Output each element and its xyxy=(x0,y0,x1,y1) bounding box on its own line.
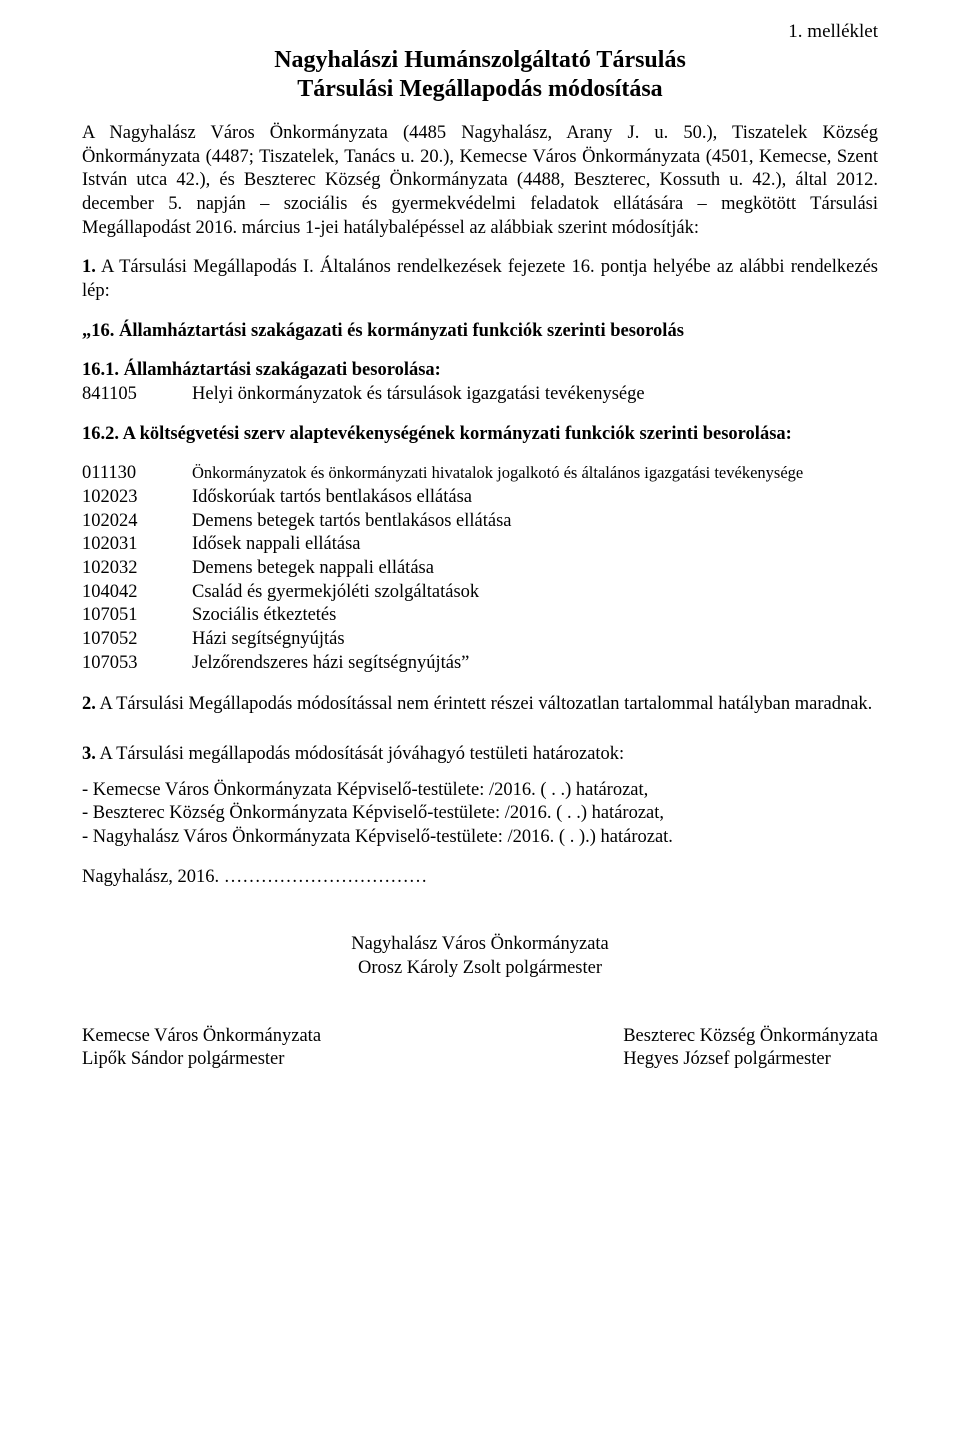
signature-left: Kemecse Város Önkormányzata Lipők Sándor… xyxy=(82,1025,321,1072)
signature-main-name: Orosz Károly Zsolt polgármester xyxy=(82,957,878,981)
section-16-1-heading: 16.1. Államháztartási szakágazati besoro… xyxy=(82,359,878,383)
section-16-1-row: 841105 Helyi önkormányzatok és társuláso… xyxy=(82,383,878,407)
signature-right-name: Hegyes József polgármester xyxy=(623,1048,878,1072)
paragraph-2-number: 2. xyxy=(82,694,96,714)
table-row-desc: Család és gyermekjóléti szolgáltatások xyxy=(192,581,479,605)
table-row-desc: Jelzőrendszeres házi segítségnyújtás” xyxy=(192,652,469,676)
table-row-code: 102032 xyxy=(82,557,192,581)
paragraph-1: 1. A Társulási Megállapodás I. Általános… xyxy=(82,256,878,303)
paragraph-1-text: A Társulási Megállapodás I. Általános re… xyxy=(82,257,878,301)
table-row-desc: Demens betegek nappali ellátása xyxy=(192,557,434,581)
signature-main-org: Nagyhalász Város Önkormányzata xyxy=(82,933,878,957)
decisions-list: - Kemecse Város Önkormányzata Képviselő-… xyxy=(82,779,878,850)
table-row: 102023Időskorúak tartós bentlakásos ellá… xyxy=(82,486,878,510)
signature-main: Nagyhalász Város Önkormányzata Orosz Kár… xyxy=(82,933,878,980)
signature-left-name: Lipők Sándor polgármester xyxy=(82,1048,321,1072)
table-row-desc: Házi segítségnyújtás xyxy=(192,628,345,652)
decision-1: - Kemecse Város Önkormányzata Képviselő-… xyxy=(82,779,878,803)
table-row-desc: Idősek nappali ellátása xyxy=(192,533,361,557)
table-row: 102031Idősek nappali ellátása xyxy=(82,533,878,557)
title-line-2: Társulási Megállapodás módosítása xyxy=(82,75,878,104)
signature-right-org: Beszterec Község Önkormányzata xyxy=(623,1025,878,1049)
title-line-1: Nagyhalászi Humánszolgáltató Társulás xyxy=(82,46,878,75)
paragraph-1-number: 1. xyxy=(82,257,96,277)
table-row: 107051Szociális étkeztetés xyxy=(82,604,878,628)
section-16-2-table: 011130Önkormányzatok és önkormányzati hi… xyxy=(82,462,878,675)
table-row-desc: Demens betegek tartós bentlakásos ellátá… xyxy=(192,510,512,534)
table-row: 104042Család és gyermekjóléti szolgáltat… xyxy=(82,581,878,605)
section-16-2-heading-text: 16.2. A költségvetési szerv alaptevékeny… xyxy=(82,424,792,444)
table-row: 107052Házi segítségnyújtás xyxy=(82,628,878,652)
table-row: 011130Önkormányzatok és önkormányzati hi… xyxy=(82,462,878,486)
document-title: Nagyhalászi Humánszolgáltató Társulás Tá… xyxy=(82,46,878,104)
table-row-desc: Időskorúak tartós bentlakásos ellátása xyxy=(192,486,472,510)
quoted-heading-16: „16. Államháztartási szakágazati és korm… xyxy=(82,320,878,344)
table-row-code: 107053 xyxy=(82,652,192,676)
paragraph-3-number: 3. xyxy=(82,744,96,764)
paragraph-2: 2. A Társulási Megállapodás módosítással… xyxy=(82,693,878,717)
paragraph-2-text: A Társulási Megállapodás módosítással ne… xyxy=(96,694,872,714)
section-16-2-heading: 16.2. A költségvetési szerv alaptevékeny… xyxy=(82,423,878,447)
table-row-code: 102031 xyxy=(82,533,192,557)
intro-paragraph: A Nagyhalász Város Önkormányzata (4485 N… xyxy=(82,122,878,240)
signature-row: Kemecse Város Önkormányzata Lipők Sándor… xyxy=(82,1025,878,1072)
dated-line: Nagyhalász, 2016. …………………………… xyxy=(82,866,878,890)
table-row-code: 107051 xyxy=(82,604,192,628)
table-row-desc: Önkormányzatok és önkormányzati hivatalo… xyxy=(192,462,803,486)
paragraph-3: 3. A Társulási megállapodás módosítását … xyxy=(82,743,878,767)
paragraph-3-text: A Társulási megállapodás módosítását jóv… xyxy=(96,744,624,764)
table-row: 102032Demens betegek nappali ellátása xyxy=(82,557,878,581)
signature-right: Beszterec Község Önkormányzata Hegyes Jó… xyxy=(623,1025,878,1072)
signature-left-org: Kemecse Város Önkormányzata xyxy=(82,1025,321,1049)
table-row-code: 104042 xyxy=(82,581,192,605)
table-row: 107053Jelzőrendszeres házi segítségnyújt… xyxy=(82,652,878,676)
table-row-code: 102024 xyxy=(82,510,192,534)
table-row: 102024Demens betegek tartós bentlakásos … xyxy=(82,510,878,534)
section-16-1: 16.1. Államháztartási szakágazati besoro… xyxy=(82,359,878,383)
table-row-code: 107052 xyxy=(82,628,192,652)
section-16-1-desc: Helyi önkormányzatok és társulások igazg… xyxy=(192,383,645,407)
table-row-code: 102023 xyxy=(82,486,192,510)
section-16-1-code: 841105 xyxy=(82,383,192,407)
decision-2: - Beszterec Község Önkormányzata Képvise… xyxy=(82,802,878,826)
table-row-code: 011130 xyxy=(82,462,192,486)
table-row-desc: Szociális étkeztetés xyxy=(192,604,336,628)
decision-3: - Nagyhalász Város Önkormányzata Képvise… xyxy=(82,826,878,850)
annex-label: 1. melléklet xyxy=(82,20,878,44)
